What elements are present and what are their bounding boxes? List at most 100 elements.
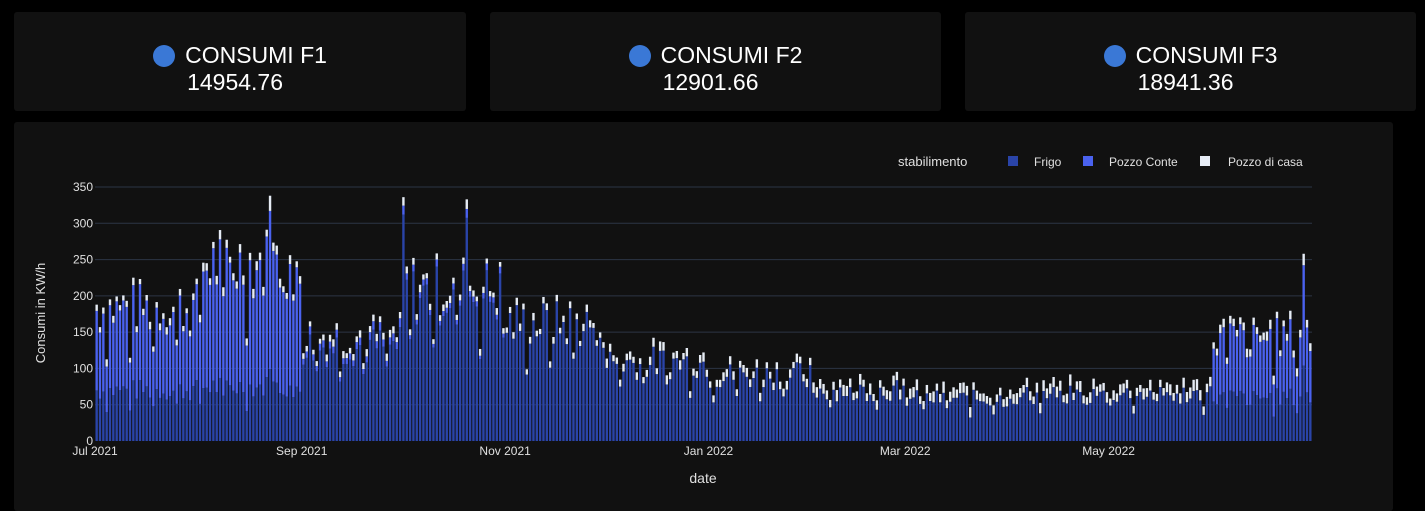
bar-segment [355,336,358,343]
legend-swatch-pozzo-conte[interactable] [1083,156,1093,166]
bar-segment [1199,400,1202,441]
bar-segment [492,292,495,298]
bar-segment [1219,394,1222,441]
bar-segment [698,362,702,441]
bar-segment [158,397,162,441]
bar-segment [825,399,829,441]
bar-segment [1202,406,1205,415]
bar-segment [1162,388,1165,396]
legend[interactable]: stabilimento Frigo Pozzo Conte Pozzo di … [898,154,1303,169]
bar-segment [1309,343,1312,351]
bar-segment [222,287,225,297]
bar-segment [615,363,619,441]
bar-segment [942,392,945,441]
legend-swatch-pozzo-di-casa[interactable] [1200,156,1210,166]
bar-segment [845,385,849,397]
bar-segment [1019,388,1022,398]
bar-segment [478,348,482,356]
bar-segment [692,368,695,376]
bar-segment [382,332,385,340]
bar-segment [842,384,845,396]
legend-label-pozzo-di-casa[interactable]: Pozzo di casa [1228,155,1303,169]
bar-segment [1242,393,1245,441]
bar-segment [1305,319,1309,328]
bar-segment [1039,413,1042,441]
bar-segment [375,333,378,342]
bar-segment [205,387,208,441]
bar-segment [1072,392,1075,401]
bar-segment [345,353,348,359]
bar-segment [652,346,655,441]
bar-segment [935,383,939,391]
bar-segment [638,364,642,441]
bar-segment [738,360,742,368]
legend-label-pozzo-conte[interactable]: Pozzo Conte [1109,155,1178,169]
bar-segment [1115,401,1119,441]
bar-segment [1135,395,1139,441]
bar-segment [212,380,215,441]
bar-segment [1125,379,1129,389]
bar-segment [362,374,365,441]
bar-segment [678,369,682,441]
legend-swatch-frigo[interactable] [1008,156,1018,166]
bar-segment [402,214,405,441]
bar-segment [182,331,185,399]
bar-segment [902,378,905,386]
kpi-title-f3: CONSUMI F3 [1103,42,1277,68]
bar-segment [125,300,128,307]
bar-segment [1149,379,1152,391]
bar-segment [1055,397,1059,441]
bar-segment [1302,253,1305,266]
bar-segment [919,403,922,441]
bar-segment [982,401,985,441]
bar-segment [1162,395,1165,441]
bar-segment [435,253,438,260]
bar-segment [558,327,562,334]
bar-segment [939,402,942,441]
bar-segment [345,363,348,441]
bar-segment [975,390,979,400]
bar-segment [352,360,355,367]
bar-segment [465,217,468,441]
bar-segment [718,387,722,441]
legend-label-frigo[interactable]: Frigo [1034,155,1062,169]
bar-segment [832,381,835,390]
bar-segment [832,389,835,441]
bar-segment [1015,404,1019,441]
bar-segment [675,350,679,359]
bar-segment [845,396,849,441]
bar-segment [1202,414,1205,441]
bar-segment [215,275,218,285]
bar-segment [1262,397,1265,441]
bar-segment [889,400,892,441]
bar-segment [255,270,258,388]
bar-segment [208,392,212,441]
bar-segment [1002,399,1005,407]
bar-segment [1059,380,1062,391]
bar-segment [728,364,732,441]
bar-segment [1232,326,1235,392]
bar-segment [288,263,292,386]
bar-segment [442,311,445,317]
bar-segment [128,362,132,411]
bar-segment [1235,329,1239,337]
bar-segment [1175,393,1179,441]
bar-segment [338,381,342,441]
bar-segment [498,273,502,441]
bar-segment [889,391,892,401]
bar-segment [875,400,879,410]
bar-segment [955,397,959,441]
bar-segment [325,354,328,362]
bar-segment [528,343,532,441]
bar-segment [975,399,979,441]
bar-segment [815,397,819,441]
bar-segment [685,347,689,357]
bar-segment [258,252,262,261]
bar-segment [268,210,272,370]
bar-segment [342,351,345,359]
bar-segment [1265,398,1269,441]
y-tick-label: 250 [73,253,93,267]
bar-segment [482,286,485,293]
bar-segment [955,389,959,398]
